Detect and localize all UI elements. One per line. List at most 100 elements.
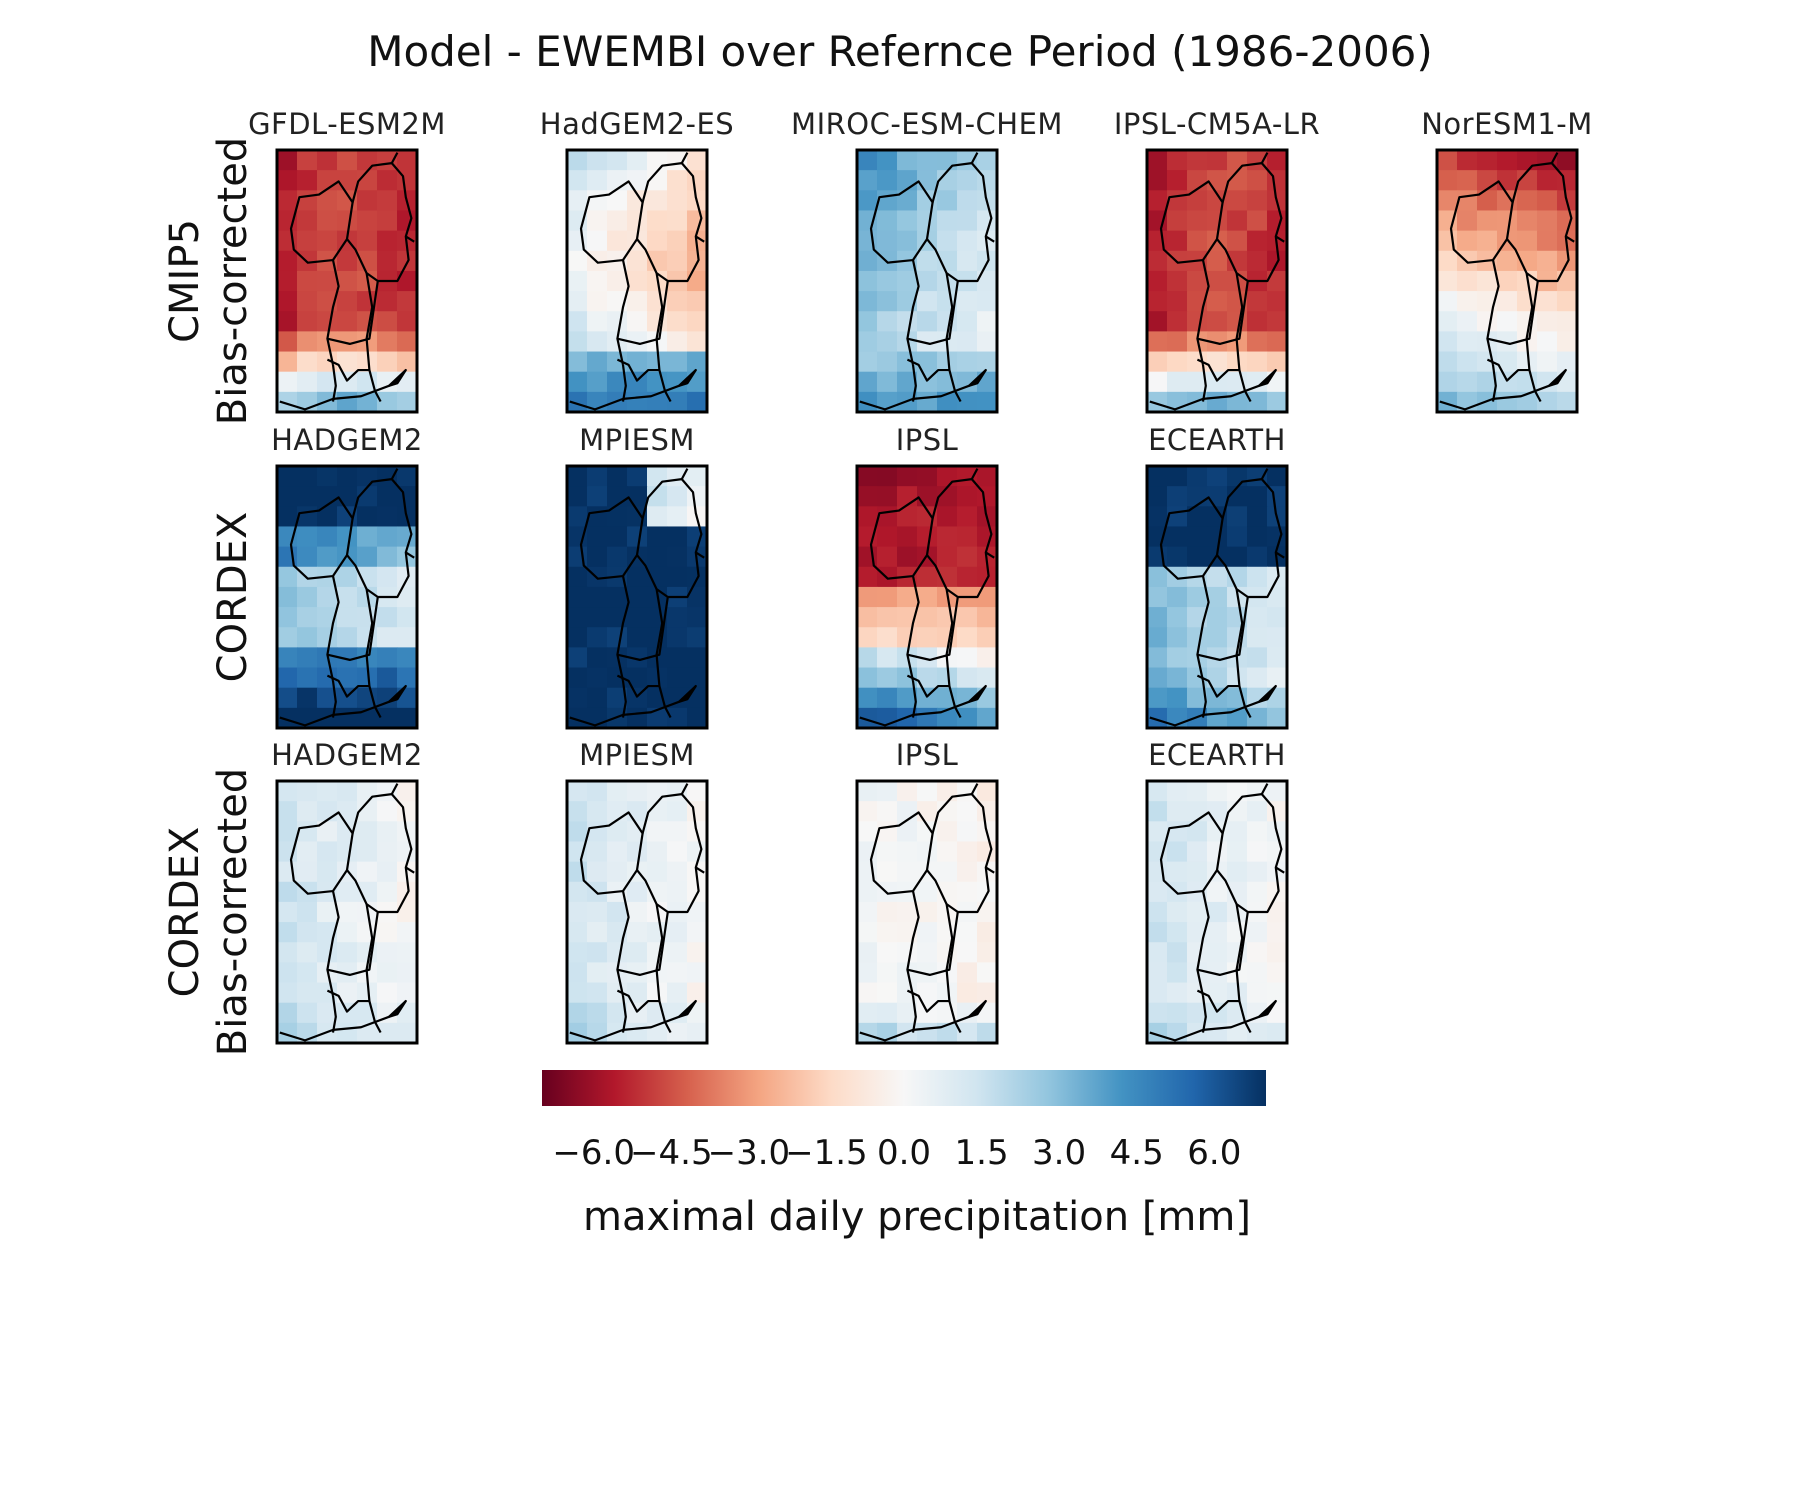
panel-title: ECEARTH [1148,423,1286,457]
heatmap-cell [687,466,708,487]
heatmap-cell [337,627,358,648]
heatmap-cell [377,391,398,413]
heatmap-cell [1207,210,1228,232]
heatmap-cell [957,982,978,1004]
heatmap-cell [1457,150,1478,171]
heatmap-cell [377,607,398,628]
heatmap-cell [607,841,628,863]
border-line [617,891,628,996]
heatmap-cell [877,170,898,191]
panel-frame [1145,464,1289,730]
heatmap-cell [377,1022,398,1044]
heatmap-cell [1227,707,1248,729]
heatmap-cell [277,586,298,608]
heatmap-cell [857,647,878,669]
heatmap-cell [627,881,648,903]
heatmap-cell [667,331,688,353]
heatmap-cell [1167,291,1188,312]
heatmap-cell [357,707,378,729]
heatmap-cell [317,942,338,963]
heatmap-cell [957,190,978,212]
panel: HADGEM2 [271,423,423,729]
country-borders [1150,469,1284,726]
heatmap-cell [917,627,938,648]
heatmap-cell [567,942,588,963]
heatmap-cell [977,391,998,413]
heatmap-cell [977,942,998,963]
heatmap-cell [957,607,978,628]
heatmap-cell [857,190,878,212]
heatmap-cell [397,922,418,943]
heatmap-cell [1267,962,1288,984]
heatmap-cell [627,841,648,863]
heatmap-cell [1497,150,1518,171]
heatmap-cell [1437,331,1458,353]
heatmap-cell [1247,566,1268,588]
heatmap-cell [357,371,378,393]
heatmap-cell [647,982,668,1004]
heatmap-cell [1207,707,1228,729]
heatmap-cell [627,781,648,802]
heatmap-cell [857,486,878,507]
heatmap-cell [1207,170,1228,191]
heatmap-cell [917,291,938,312]
heatmap-cell [317,901,338,923]
heatmap-cell [297,230,318,252]
heatmap-cell [857,1002,878,1024]
heatmap-cell [587,150,608,171]
heatmap-cell [317,270,338,292]
heatmap-cell [687,627,708,648]
heatmap-cell [1437,311,1458,332]
heatmap-cell [1247,546,1268,568]
heatmap-cell [337,667,358,689]
panel: ECEARTH [1147,423,1288,729]
heatmap-cell [297,210,318,232]
heatmap-cell [1247,667,1268,689]
heatmap-cell [977,667,998,689]
heatmap-cell [857,466,878,487]
heatmap-cell [1227,466,1248,487]
heatmap-cell [587,526,608,548]
heatmap-cell [357,1002,378,1024]
heatmap-cell [1267,270,1288,292]
heatmap-cell [277,821,298,843]
heatmap-cell [937,190,958,212]
heatmap-cell [977,922,998,943]
heatmap-cell [857,270,878,292]
heatmap-cell [357,667,378,689]
heatmap-cell [1267,1022,1288,1044]
heatmap-cell [297,311,318,332]
heatmap-cell [957,667,978,689]
heatmap-cell [857,250,878,272]
heatmap-cell [1247,962,1268,984]
border-line [986,236,994,241]
heatmap-cell [917,331,938,353]
panel-title: GFDL-ESM2M [248,107,446,141]
border-line [389,1001,406,1017]
heatmap-cell [1267,647,1288,669]
border-line [969,1001,986,1017]
heatmap-cell [277,881,298,903]
country-borders [280,153,414,410]
border-line [927,794,991,912]
heatmap-cell [587,982,608,1004]
heatmap-cell [627,801,648,822]
heatmap-cell [857,627,878,648]
panel-title: ECEARTH [1148,738,1286,772]
heatmap-cell [857,371,878,393]
heatmap-cell [607,707,628,729]
heatmap-cell [1247,466,1268,487]
colorbar-gradient [542,1070,1266,1106]
heatmap-cell [667,190,688,212]
border-line [657,589,663,686]
panel: HadGEM2-ES [540,107,734,413]
heatmap-cell [1537,291,1558,312]
heatmap-cell [1537,210,1558,232]
heatmap-cell [957,526,978,548]
heatmap-cell [667,881,688,903]
heatmap-cell [1247,922,1268,943]
heatmap-cell [1187,526,1208,548]
heatmap-cell [1537,190,1558,212]
panel-frame [855,779,999,1045]
heatmap-cell [1247,331,1268,353]
